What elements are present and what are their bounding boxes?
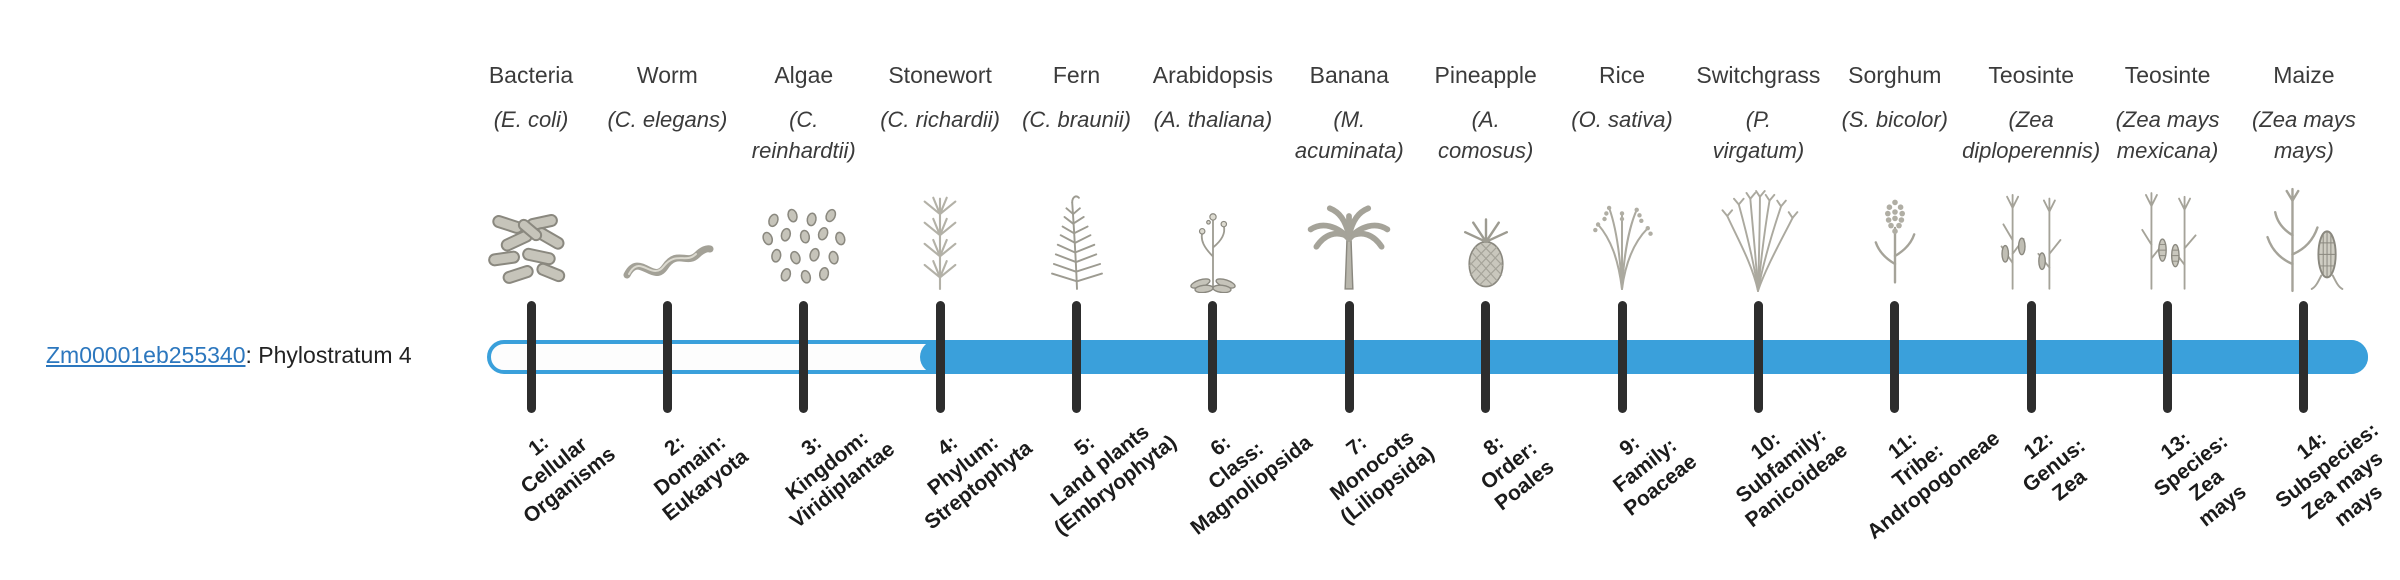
worm-icon [612, 175, 722, 293]
organism-label: Teosinte (Zea diploperennis) [1921, 62, 2141, 167]
phylostratum-tick [2299, 301, 2309, 413]
organism-label: Algae (C. reinhardtii) [694, 62, 914, 167]
phylostratum-tick-label-text: 1: Cellular Organisms [516, 431, 621, 529]
phylostratum-tick-label-text: 13: Species: Zea mays [2149, 427, 2251, 531]
organism-latin-name: (P. virgatum) [1712, 107, 1805, 163]
organism-label: Rice (O. sativa) [1512, 62, 1732, 136]
organism-latin-name: (O. sativa) [1571, 107, 1673, 132]
organism-common-name: Maize [2273, 62, 2335, 88]
phylostratum-tick-label-text: 3: Kingdom: Viridiplantae [781, 426, 900, 534]
organism-common-name: Algae [774, 62, 834, 88]
organism-common-name: Teosinte [1988, 62, 2074, 88]
phylostratum-tick [662, 301, 672, 413]
phylostratum-tick [2163, 301, 2173, 413]
phylostratum-tick-label-text: 8: Order: Poales [1476, 431, 1559, 516]
phylostratum-tick [1072, 301, 1082, 413]
timeline-bar-fill [920, 340, 2368, 374]
phylostratum-tick-label-text: 4: Phylum: Streptophyta [920, 431, 1037, 535]
organism-latin-name: (S. bicolor) [1841, 107, 1948, 132]
phylostratum-tick [2026, 301, 2036, 413]
organism-latin-name: (Zea diploperennis) [1962, 107, 2101, 163]
organism-common-name: Teosinte [2124, 62, 2211, 88]
phylostratum-tick-label-text: 6: Class: Magnoliopsida [1186, 431, 1317, 540]
organism-latin-name: (A. thaliana) [1153, 107, 1273, 132]
organism-common-name: Arabidopsis [1152, 62, 1273, 88]
organism-common-name: Switchgrass [1696, 62, 1821, 88]
organism-label: Pineapple (A. comosus) [1376, 62, 1596, 167]
gene-id-link[interactable]: Zm00001eb255340 [46, 342, 246, 368]
phylostratum-tick [1481, 301, 1491, 413]
phylostratum-tick [799, 301, 809, 413]
organism-latin-name: (C. reinhardtii) [751, 107, 856, 163]
switchgrass-icon [1703, 175, 1813, 293]
pineapple-icon [1431, 175, 1541, 293]
banana-icon [1294, 175, 1404, 293]
organism-common-name: Banana [1309, 62, 1389, 88]
organism-latin-name: (A. comosus) [1437, 107, 1534, 163]
phylostratum-tick-label-text: 14: Subspecies: Zea mays mays [2271, 418, 2388, 531]
organism-common-name: Bacteria [488, 62, 574, 88]
organism-label: Fern (C. braunii) [967, 62, 1187, 136]
sorghum-icon [1840, 175, 1950, 293]
organism-label: Arabidopsis (A. thaliana) [1103, 62, 1323, 136]
organism-latin-name: (C. richardii) [880, 107, 1001, 132]
phylostratum-tick-label-text: 5: Land plants (Embryophyta) [1046, 420, 1181, 541]
phylostratum-tick [1208, 301, 1218, 413]
arabidopsis-icon [1158, 175, 1268, 293]
phylostratum-tick-label-text: 10: Subfamily: Panicoideae [1732, 423, 1853, 533]
phylostratum-tick [1344, 301, 1354, 413]
organism-latin-name: (M. acuminata) [1294, 107, 1404, 163]
organism-latin-name: (C. braunii) [1022, 107, 1131, 132]
phylostratum-tick [935, 301, 945, 413]
organism-latin-name: (C. elegans) [607, 107, 728, 132]
organism-label: Banana (M. acuminata) [1239, 62, 1459, 167]
organism-common-name: Fern [1052, 62, 1101, 88]
organism-common-name: Sorghum [1848, 62, 1942, 88]
phylostratum-tick [1617, 301, 1627, 413]
organism-common-name: Rice [1599, 62, 1646, 88]
phylostratum-tick [526, 301, 536, 413]
organism-label: Bacteria (E. coli) [421, 62, 641, 136]
teosinte-diplo-icon [1976, 175, 2086, 293]
organism-label: Stonewort (C. richardii) [830, 62, 1050, 136]
stonewort-icon [885, 175, 995, 293]
gene-label: Zm00001eb255340: Phylostratum 4 [46, 342, 412, 369]
organism-common-name: Worm [636, 62, 698, 88]
teosinte-mexicana-icon [2113, 175, 2223, 293]
phylostratum-tick-label-text: 7: Monocots (Liliopsida) [1326, 426, 1440, 530]
phylostratum-tick-label-text: 9: Family: Poaceae [1609, 431, 1702, 521]
phylostratum-tick-label-text: 12: Genus: Zea [2018, 427, 2092, 506]
organism-latin-name: (Zea mays mexicana) [2115, 107, 2220, 163]
phylostratum-tick-label-text: 2: Domain: Eukaryota [650, 430, 754, 526]
organism-label: Worm (C. elegans) [557, 62, 777, 136]
organism-label: Maize (Zea mays mays) [2194, 62, 2400, 167]
phylostratum-tick [1890, 301, 1900, 413]
phylostratum-tick-label-text: 11: Tribe: Andropogoneae [1862, 426, 2005, 545]
organism-label: Teosinte (Zea mays mexicana) [2058, 62, 2278, 167]
maize-icon [2249, 175, 2359, 293]
rice-icon [1567, 175, 1677, 293]
bacteria-icon [476, 175, 586, 293]
organism-label: Sorghum (S. bicolor) [1785, 62, 2005, 136]
gene-phylostratum-text: : Phylostratum 4 [245, 342, 412, 368]
organism-latin-name: (Zea mays mays) [2251, 107, 2356, 163]
phylostratum-tick [1753, 301, 1763, 413]
organism-label: Switchgrass (P. virgatum) [1648, 62, 1868, 167]
organism-common-name: Stonewort [888, 62, 992, 88]
fern-icon [1022, 175, 1132, 293]
algae-icon [749, 175, 859, 293]
organism-latin-name: (E. coli) [493, 107, 569, 132]
organism-common-name: Pineapple [1434, 62, 1537, 88]
